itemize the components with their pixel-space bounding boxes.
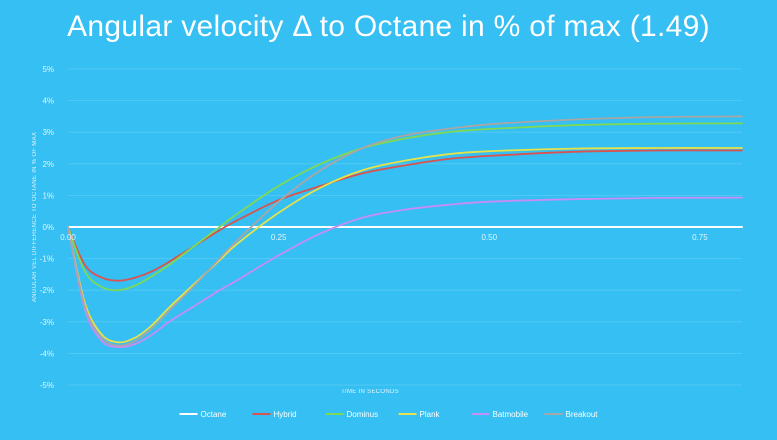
y-tick-label: -3%: [40, 318, 54, 327]
legend-label-hybrid: Hybrid: [274, 410, 297, 419]
y-tick-label: 4%: [42, 97, 54, 106]
y-axis-title: ANGULAR VEL DIFFERENCE TO OCTANE IN % OF…: [32, 132, 38, 302]
y-tick-label: 2%: [42, 160, 54, 169]
legend-label-batmobile: Batmobile: [493, 410, 529, 419]
legend-label-breakout: Breakout: [566, 410, 599, 419]
y-tick-label: -5%: [40, 381, 54, 390]
grid-layer: [68, 68, 742, 386]
series-line-breakout: [67, 115, 743, 347]
y-tick-label: -4%: [40, 349, 54, 358]
x-axis-title: TIME IN SECONDS: [341, 389, 399, 395]
x-tick-label: 0.75: [692, 233, 708, 242]
legend-label-plank: Plank: [420, 410, 441, 419]
chart-title: Angular velocity Δ to Octane in % of max…: [67, 10, 710, 43]
y-tick-label: 1%: [42, 191, 54, 200]
x-tick-label: 0.00: [60, 233, 76, 242]
series-layer: [67, 115, 743, 349]
series-line-dominus: [67, 122, 743, 292]
x-tick-label: 0.25: [271, 233, 287, 242]
legend-label-dominus: Dominus: [347, 410, 379, 419]
x-tick-label: 0.50: [481, 233, 497, 242]
series-line-plank: [67, 147, 743, 344]
legend: Octane Hybrid Dominus Plank Batmobile Breakou…: [179, 410, 599, 419]
series-line-batmobile: [67, 196, 743, 349]
y-tick-label: -2%: [40, 286, 54, 295]
y-tick-label: -1%: [40, 255, 54, 264]
tick-layer: 5% 4% 3% 2% 1% 0% -1% -2% -3% -4% -5% 0.00 0.25 0.50 0…: [40, 65, 708, 390]
series-line-hybrid: [67, 149, 743, 282]
y-tick-label: 5%: [42, 65, 54, 74]
y-tick-label: 3%: [42, 128, 54, 137]
y-tick-label: 0%: [42, 223, 54, 232]
legend-label-octane: Octane: [201, 410, 227, 419]
